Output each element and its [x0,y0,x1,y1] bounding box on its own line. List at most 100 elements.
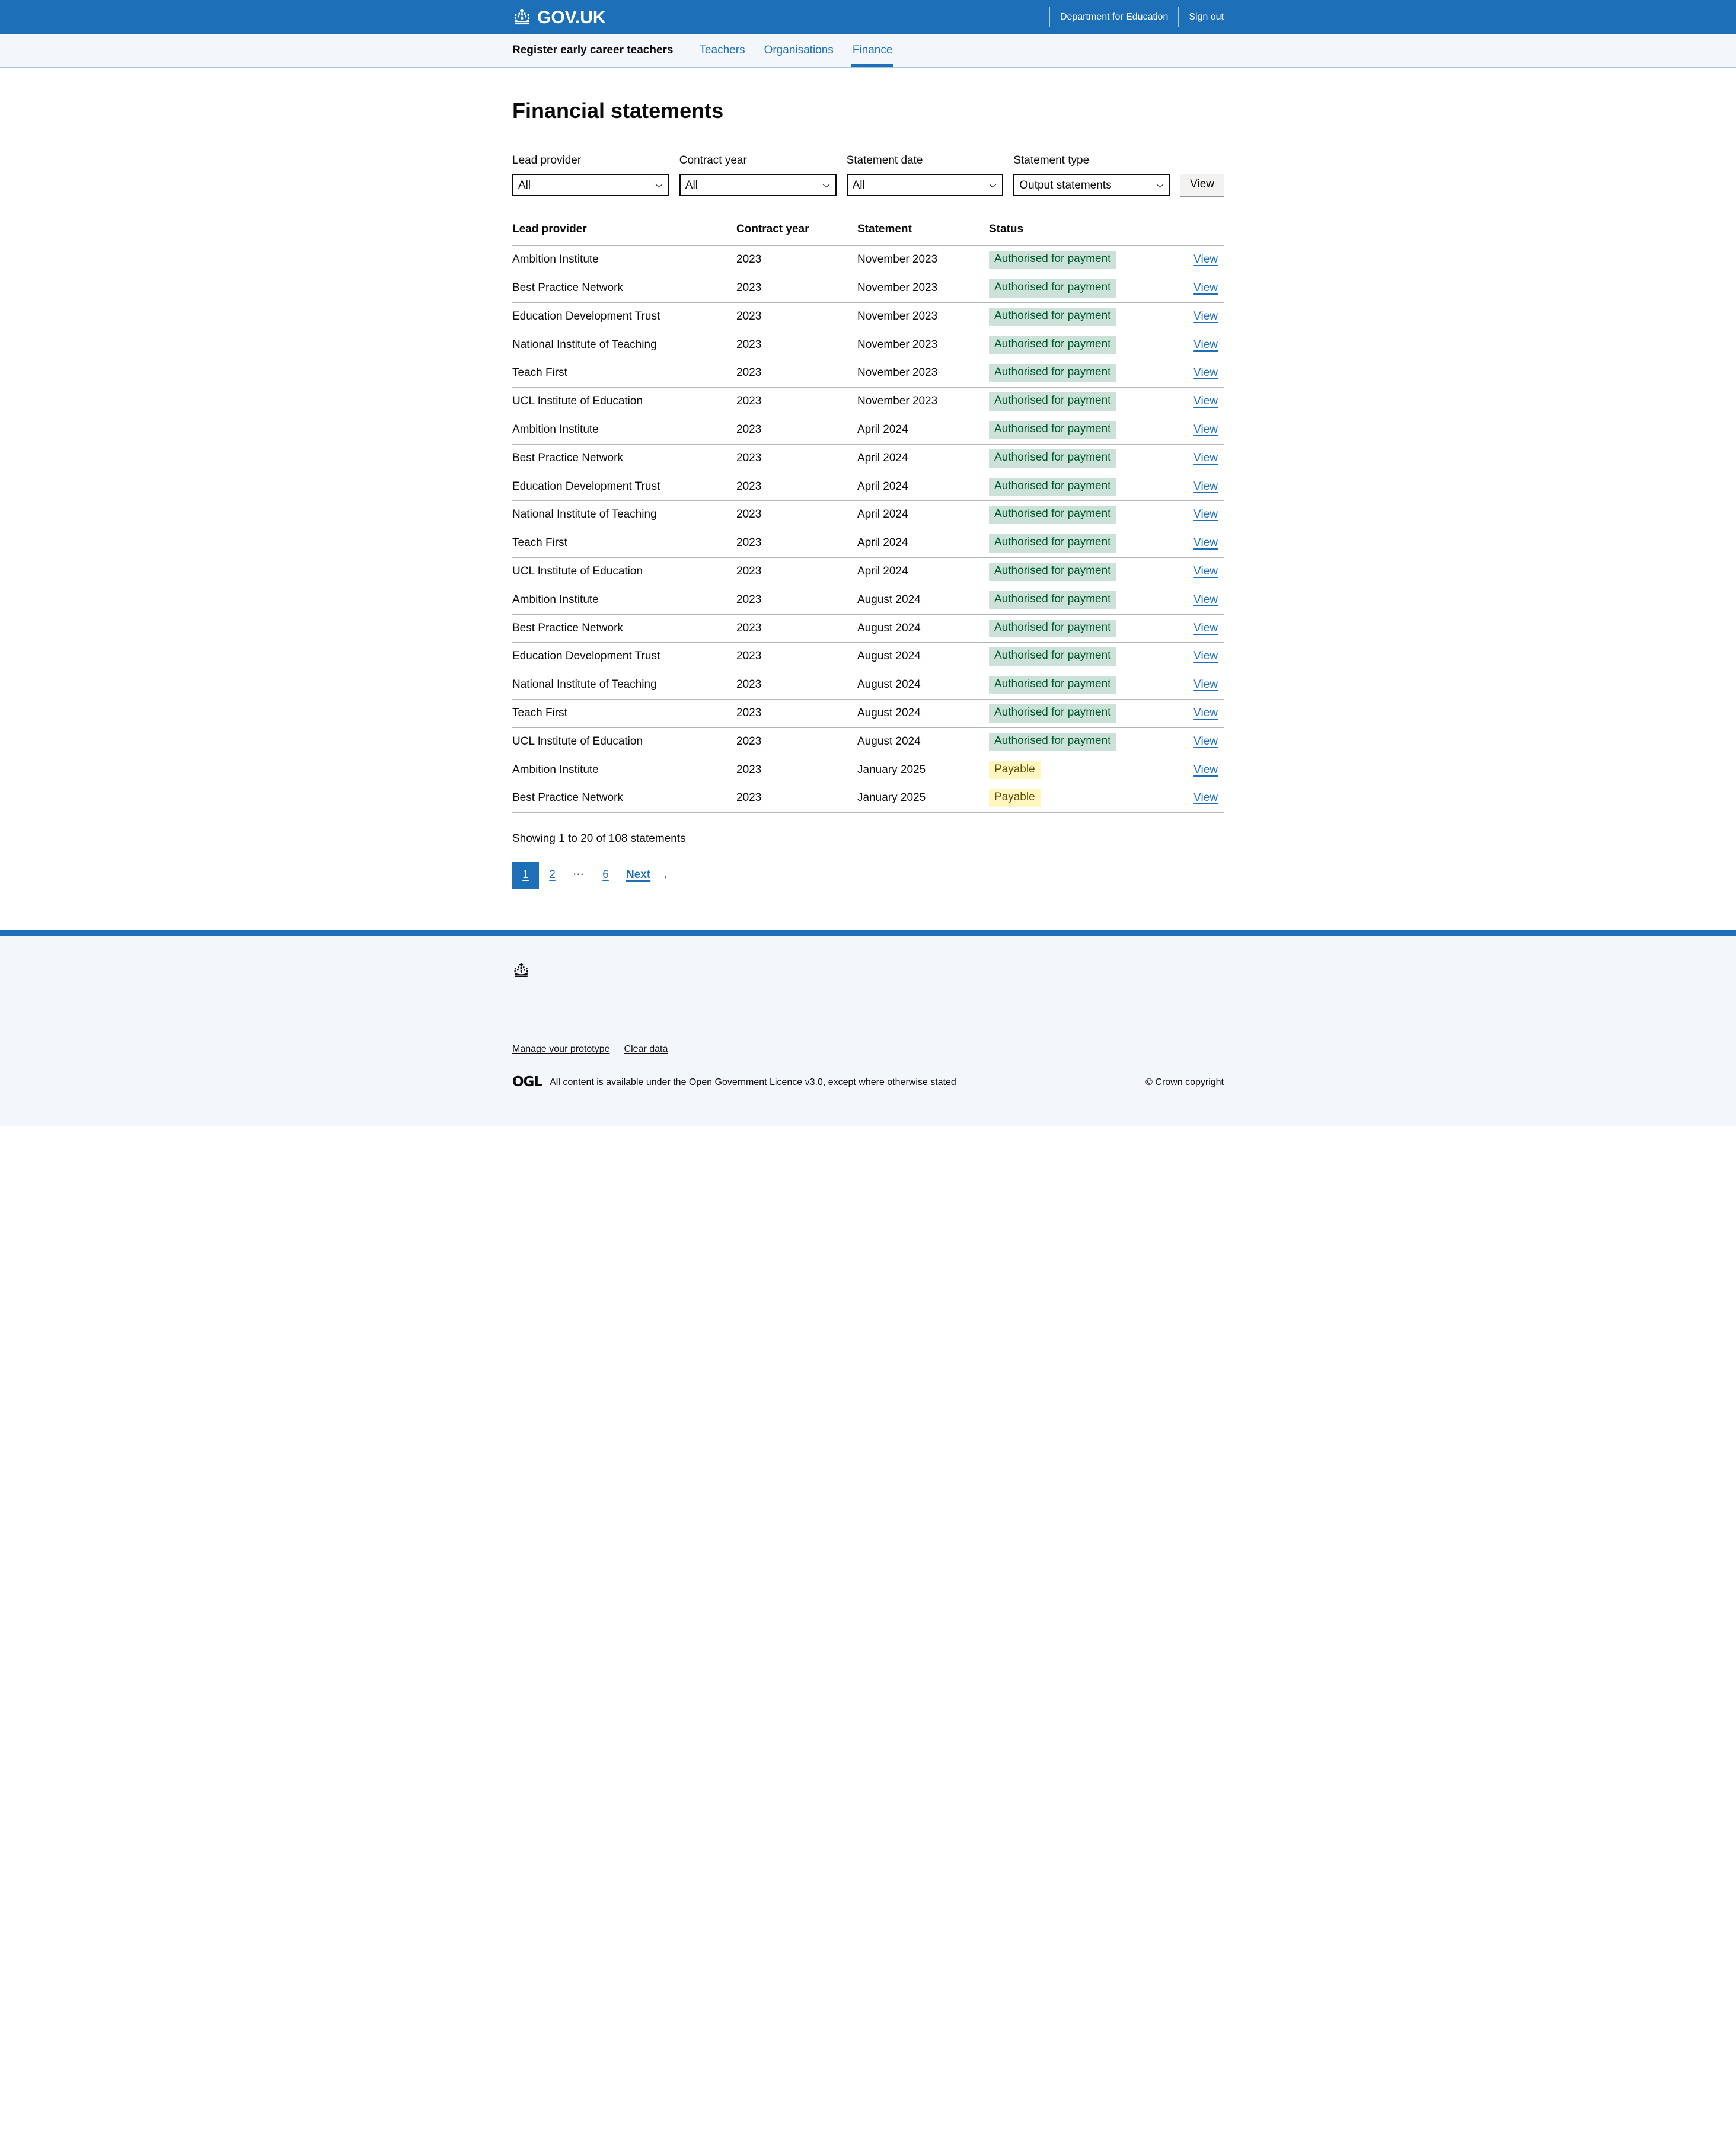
cell-action: View [1145,529,1224,558]
crown-copyright-link[interactable]: © Crown copyright [1145,1077,1224,1087]
view-statement-link[interactable]: View [1194,423,1218,436]
cell-statement: January 2025 [857,784,989,813]
pagination-next-link[interactable]: Next [626,868,651,881]
statement-date-select[interactable]: All [846,174,1004,197]
cell-lead-provider: Education Development Trust [512,642,736,672]
nav-item-organisations[interactable]: Organisations [764,44,834,57]
lead-provider-select[interactable]: All [512,174,669,197]
cell-statement: April 2024 [857,529,989,558]
cell-statement: April 2024 [857,444,989,473]
view-statement-link[interactable]: View [1194,282,1218,295]
cell-lead-provider: Teach First [512,359,736,388]
statement-type-select[interactable]: Output statements [1013,174,1171,197]
cell-lead-provider: Ambition Institute [512,586,736,615]
pagination-page-link[interactable]: 2 [549,868,556,881]
view-statement-link[interactable]: View [1194,735,1218,748]
cell-status: Authorised for payment [989,274,1145,303]
cell-status: Payable [989,756,1145,785]
cell-action: View [1145,473,1224,502]
status-badge: Authorised for payment [989,477,1116,496]
cell-action: View [1145,416,1224,445]
cell-action: View [1145,302,1224,331]
pagination-page-link[interactable]: 6 [602,868,609,881]
cell-statement: August 2024 [857,727,989,756]
cell-status: Authorised for payment [989,529,1145,558]
table-row: Ambition Institute 2023 November 2023 Autho… [512,245,1224,274]
cell-action: View [1145,245,1224,274]
status-badge: Authorised for payment [989,420,1116,439]
cell-statement: November 2023 [857,274,989,303]
manage-prototype-link[interactable]: Manage your prototype [512,1044,610,1055]
cell-action: View [1145,500,1224,530]
cell-status: Authorised for payment [989,302,1145,331]
contract-year-select[interactable]: All [679,174,837,197]
view-statement-link[interactable]: View [1194,564,1218,577]
view-statement-link[interactable]: View [1194,621,1218,634]
nav-item-finance[interactable]: Finance [851,34,894,67]
view-statement-link[interactable]: View [1194,253,1218,266]
view-statement-link[interactable]: View [1194,480,1218,493]
cell-lead-provider: Best Practice Network [512,274,736,303]
status-badge: Authorised for payment [989,279,1116,298]
view-statement-link[interactable]: View [1194,508,1218,521]
cell-status: Authorised for payment [989,387,1145,416]
ogl-licence-link[interactable]: Open Government Licence v3.0 [688,1077,823,1087]
header-statement: Statement [857,218,989,247]
view-statement-link[interactable]: View [1194,309,1218,323]
cell-statement: November 2023 [857,359,989,388]
table-row: UCL Institute of Education 2023 April 2024… [512,557,1224,586]
status-badge: Authorised for payment [989,647,1116,666]
status-badge: Authorised for payment [989,562,1116,581]
cell-contract-year: 2023 [736,727,857,756]
cell-lead-provider: UCL Institute of Education [512,387,736,416]
cell-statement: August 2024 [857,699,989,728]
cell-lead-provider: Ambition Institute [512,756,736,785]
table-row: Education Development Trust 2023 August 20… [512,642,1224,672]
filter-statement-type: Statement type Output statements [1013,154,1171,197]
cell-action: View [1145,331,1224,360]
results-summary: Showing 1 to 20 of 108 statements [512,832,686,845]
cell-status: Authorised for payment [989,699,1145,728]
cell-action: View [1145,642,1224,672]
table-row: Best Practice Network 2023 August 2024 Auth… [512,614,1224,643]
cell-contract-year: 2023 [736,642,857,672]
cell-status: Authorised for payment [989,642,1145,672]
view-statement-link[interactable]: View [1194,338,1218,351]
cell-statement: August 2024 [857,586,989,615]
clear-data-link[interactable]: Clear data [624,1044,668,1055]
table-row: Ambition Institute 2023 January 2025 Payabl… [512,756,1224,785]
cell-status: Authorised for payment [989,557,1145,586]
cell-status: Authorised for payment [989,614,1145,643]
nav-item-teachers[interactable]: Teachers [699,44,745,57]
page-title: Financial statements [512,98,724,123]
cell-contract-year: 2023 [736,302,857,331]
cell-contract-year: 2023 [736,699,857,728]
view-statement-link[interactable]: View [1194,395,1218,408]
view-statement-link[interactable]: View [1194,537,1218,550]
view-statement-link[interactable]: View [1194,678,1218,691]
sign-out-link[interactable]: Sign out [1178,7,1224,27]
view-statement-link[interactable]: View [1194,706,1218,719]
view-statement-link[interactable]: View [1194,791,1218,804]
view-statement-link[interactable]: View [1194,650,1218,663]
table-row: Ambition Institute 2023 April 2024 Authoris… [512,416,1224,445]
cell-lead-provider: Education Development Trust [512,302,736,331]
cell-action: View [1145,444,1224,473]
table-row: Best Practice Network 2023 January 2025 Pay… [512,784,1224,813]
status-badge: Authorised for payment [989,506,1116,525]
cell-contract-year: 2023 [736,444,857,473]
view-statement-link[interactable]: View [1194,763,1218,776]
header-link-department[interactable]: Department for Education [1049,7,1178,27]
view-statement-link[interactable]: View [1194,366,1218,379]
status-badge: Payable [989,789,1041,808]
govuk-logo[interactable]: GOV.UK [512,6,606,29]
arrow-right-icon: → [656,867,670,882]
cell-status: Authorised for payment [989,671,1145,700]
table-row: Education Development Trust 2023 November … [512,302,1224,331]
cell-lead-provider: Best Practice Network [512,614,736,643]
view-statement-link[interactable]: View [1194,593,1218,606]
view-filter-button[interactable]: View [1180,174,1224,197]
status-badge: Authorised for payment [989,251,1116,269]
cell-action: View [1145,387,1224,416]
view-statement-link[interactable]: View [1194,451,1218,464]
